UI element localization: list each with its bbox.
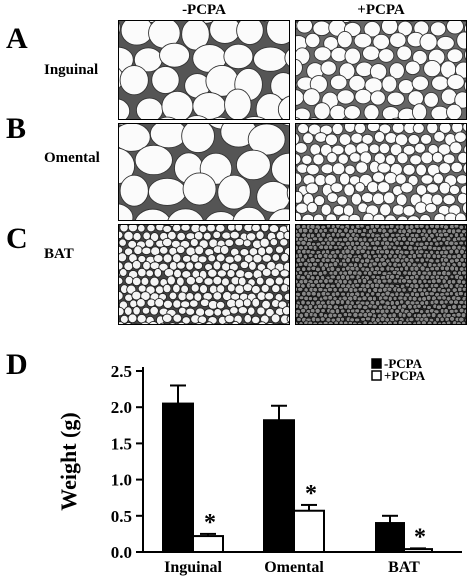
- bar-minus-pcpa: [263, 419, 295, 554]
- panel-letter-d: D: [6, 348, 28, 381]
- row-label-bat: BAT: [44, 246, 74, 262]
- micrograph-omental-minus-pcpa: [118, 123, 290, 221]
- y-axis-label: Weight (g): [56, 412, 81, 510]
- column-header-plus-pcpa: +PCPA: [357, 2, 405, 18]
- micrograph-omental-plus-pcpa: [295, 123, 467, 221]
- panel-letter-b: B: [6, 112, 27, 145]
- x-tick-label: Omental: [264, 559, 324, 576]
- micrograph-inguinal-minus-pcpa: [118, 20, 290, 120]
- y-tick-label: 2.0: [111, 398, 132, 417]
- significance-marker: *: [204, 510, 216, 536]
- weight-bar-chart: 0.0 0.5 1.0 1.5 2.0 2.5 Weight (g) * Inguinal * Om…: [56, 356, 462, 576]
- panel-letter-c: C: [6, 222, 28, 255]
- y-tick-label: 0.0: [111, 543, 132, 562]
- legend-entry: +PCPA: [384, 368, 426, 383]
- legend-swatch: [371, 358, 382, 369]
- legend-entry: -PCPA: [384, 356, 423, 371]
- y-tick-label: 0.5: [111, 507, 132, 526]
- bar-plus-pcpa: [192, 535, 224, 554]
- x-tick-label: BAT: [388, 559, 420, 576]
- bar-minus-pcpa: [162, 402, 194, 553]
- x-tick-label: Inguinal: [164, 559, 222, 576]
- y-tick-label: 2.5: [111, 362, 132, 381]
- significance-marker: *: [414, 524, 426, 550]
- micrograph-bat-plus-pcpa: [295, 224, 467, 325]
- row-label-omental: Omental: [44, 150, 100, 166]
- bar-minus-pcpa: [375, 522, 405, 553]
- micrograph-inguinal-plus-pcpa: [295, 20, 467, 120]
- y-tick-label: 1.5: [111, 434, 132, 453]
- panel-letter-a: A: [6, 22, 28, 55]
- bar-plus-pcpa: [293, 509, 325, 553]
- y-tick-label: 1.0: [111, 471, 132, 490]
- significance-marker: *: [305, 481, 317, 507]
- micrograph-bat-minus-pcpa: [118, 224, 290, 325]
- column-header-minus-pcpa: -PCPA: [182, 2, 226, 18]
- legend-swatch: [371, 370, 382, 381]
- row-label-inguinal: Inguinal: [44, 62, 99, 78]
